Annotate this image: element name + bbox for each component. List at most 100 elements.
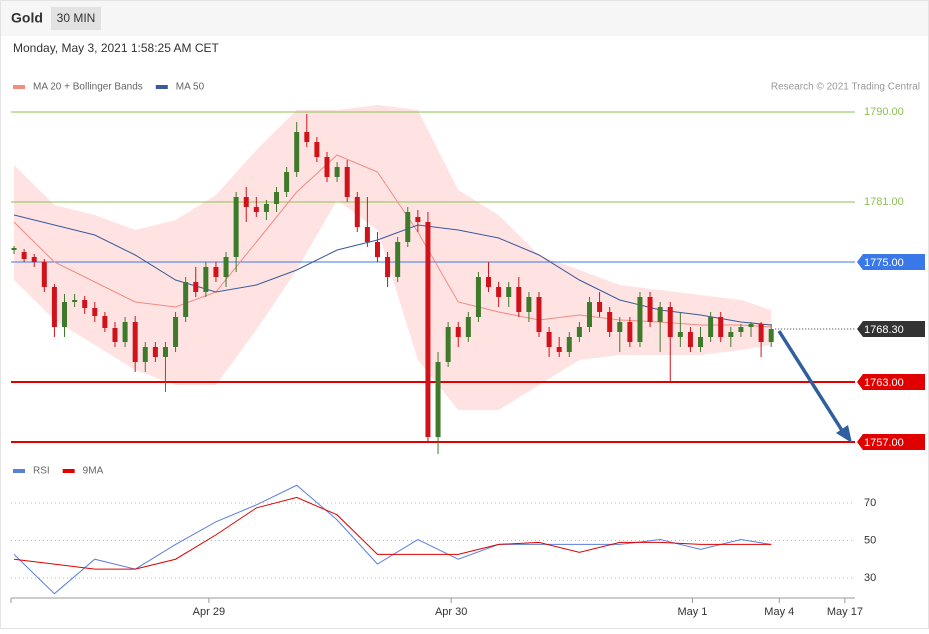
candle-body	[526, 297, 532, 312]
candle-body	[486, 277, 492, 287]
level-label-box	[857, 254, 925, 270]
candle-body	[364, 227, 370, 242]
candle-body	[637, 297, 643, 342]
legend-swatch	[13, 85, 25, 89]
candle-body	[173, 317, 179, 347]
candle-body	[758, 324, 764, 342]
candle-body	[31, 257, 37, 262]
level-label: 1768.30	[864, 324, 904, 336]
candle-body	[142, 347, 148, 362]
candle-body	[294, 132, 300, 172]
candle-body	[233, 197, 239, 257]
rsi-line	[13, 496, 772, 570]
candle-body	[718, 317, 724, 337]
candle-body	[647, 297, 653, 322]
candle-body	[304, 132, 310, 142]
candle-body	[132, 322, 138, 362]
candle-body	[617, 322, 623, 332]
candle-body	[213, 267, 219, 277]
candle-body	[708, 317, 714, 337]
ma-line	[13, 154, 772, 328]
candle-body	[607, 312, 613, 332]
candle-body	[576, 327, 582, 337]
candle-body	[597, 302, 603, 312]
candle-body	[274, 192, 280, 204]
candle-body	[152, 347, 158, 357]
candle-body	[385, 257, 391, 277]
candle-body	[536, 297, 542, 332]
timeframe-chip[interactable]	[51, 7, 101, 30]
candle-body	[748, 324, 754, 327]
credit: Research © 2021 Trading Central	[771, 82, 920, 93]
candle-body	[506, 287, 512, 297]
x-tick-label: May 1	[677, 606, 707, 618]
candle-body	[556, 347, 562, 352]
candle-body	[162, 347, 168, 357]
candle-body	[768, 329, 774, 342]
candle-body	[344, 167, 350, 197]
candle-body	[21, 252, 27, 259]
candle-body	[445, 327, 451, 362]
candle-body	[62, 302, 68, 327]
legend-swatch	[13, 469, 25, 473]
candle-body	[374, 242, 380, 257]
candle-body	[395, 242, 401, 277]
header-bar	[0, 0, 929, 36]
candle-body	[122, 322, 128, 342]
candle-body	[92, 308, 98, 316]
legend-swatch	[155, 85, 168, 89]
candle-body	[51, 287, 57, 327]
candle-body	[415, 217, 421, 222]
legend-label: 9MA	[83, 466, 104, 477]
timestamp: Monday, May 3, 2021 1:58:25 AM CET	[13, 41, 220, 55]
candle-body	[586, 302, 592, 327]
candle-body	[193, 282, 199, 292]
bollinger-band	[14, 105, 772, 410]
level-label-box	[857, 374, 925, 390]
candle-body	[566, 337, 572, 352]
x-tick-label: May 17	[827, 606, 863, 618]
candle-body	[72, 300, 78, 302]
candle-body	[496, 287, 502, 297]
candle-body	[687, 332, 693, 347]
level-label-box	[857, 434, 925, 450]
candle-body	[263, 204, 269, 212]
candle-body	[354, 197, 360, 227]
candle-body	[324, 157, 330, 177]
candle-body	[657, 307, 663, 322]
candle-body	[41, 262, 47, 287]
legend-label: MA 50	[176, 82, 205, 93]
candle-body	[425, 222, 431, 437]
timeframe[interactable]: 30 MIN	[57, 11, 96, 25]
level-label: 1775.00	[864, 257, 904, 269]
candle-body	[435, 362, 441, 437]
candle-body	[728, 332, 734, 337]
x-tick-label: May 4	[764, 606, 794, 618]
candle-body	[455, 327, 461, 337]
forecast-arrow	[777, 330, 852, 443]
rsi-line	[13, 484, 772, 595]
level-label: 1763.00	[864, 377, 904, 389]
candle-body	[475, 277, 481, 317]
legend-label: MA 20 + Bollinger Bands	[33, 82, 143, 93]
candle-body	[112, 328, 118, 342]
candle-body	[465, 317, 471, 337]
instrument-title: Gold	[11, 10, 43, 26]
candle-body	[546, 332, 552, 347]
rsi-tick-label: 50	[864, 534, 876, 546]
rsi-tick-label: 30	[864, 572, 876, 584]
candle-body	[738, 327, 744, 332]
ma-line	[13, 214, 772, 326]
x-tick-label: Apr 30	[435, 606, 467, 618]
candle-body	[698, 337, 704, 347]
candle-body	[253, 207, 259, 212]
candle-body	[677, 332, 683, 337]
candle-body	[223, 257, 229, 277]
candle-body	[183, 282, 189, 317]
candle-body	[516, 287, 522, 312]
legend-swatch	[62, 469, 75, 473]
candle-body	[82, 300, 88, 308]
x-tick-label: Apr 29	[193, 606, 225, 618]
